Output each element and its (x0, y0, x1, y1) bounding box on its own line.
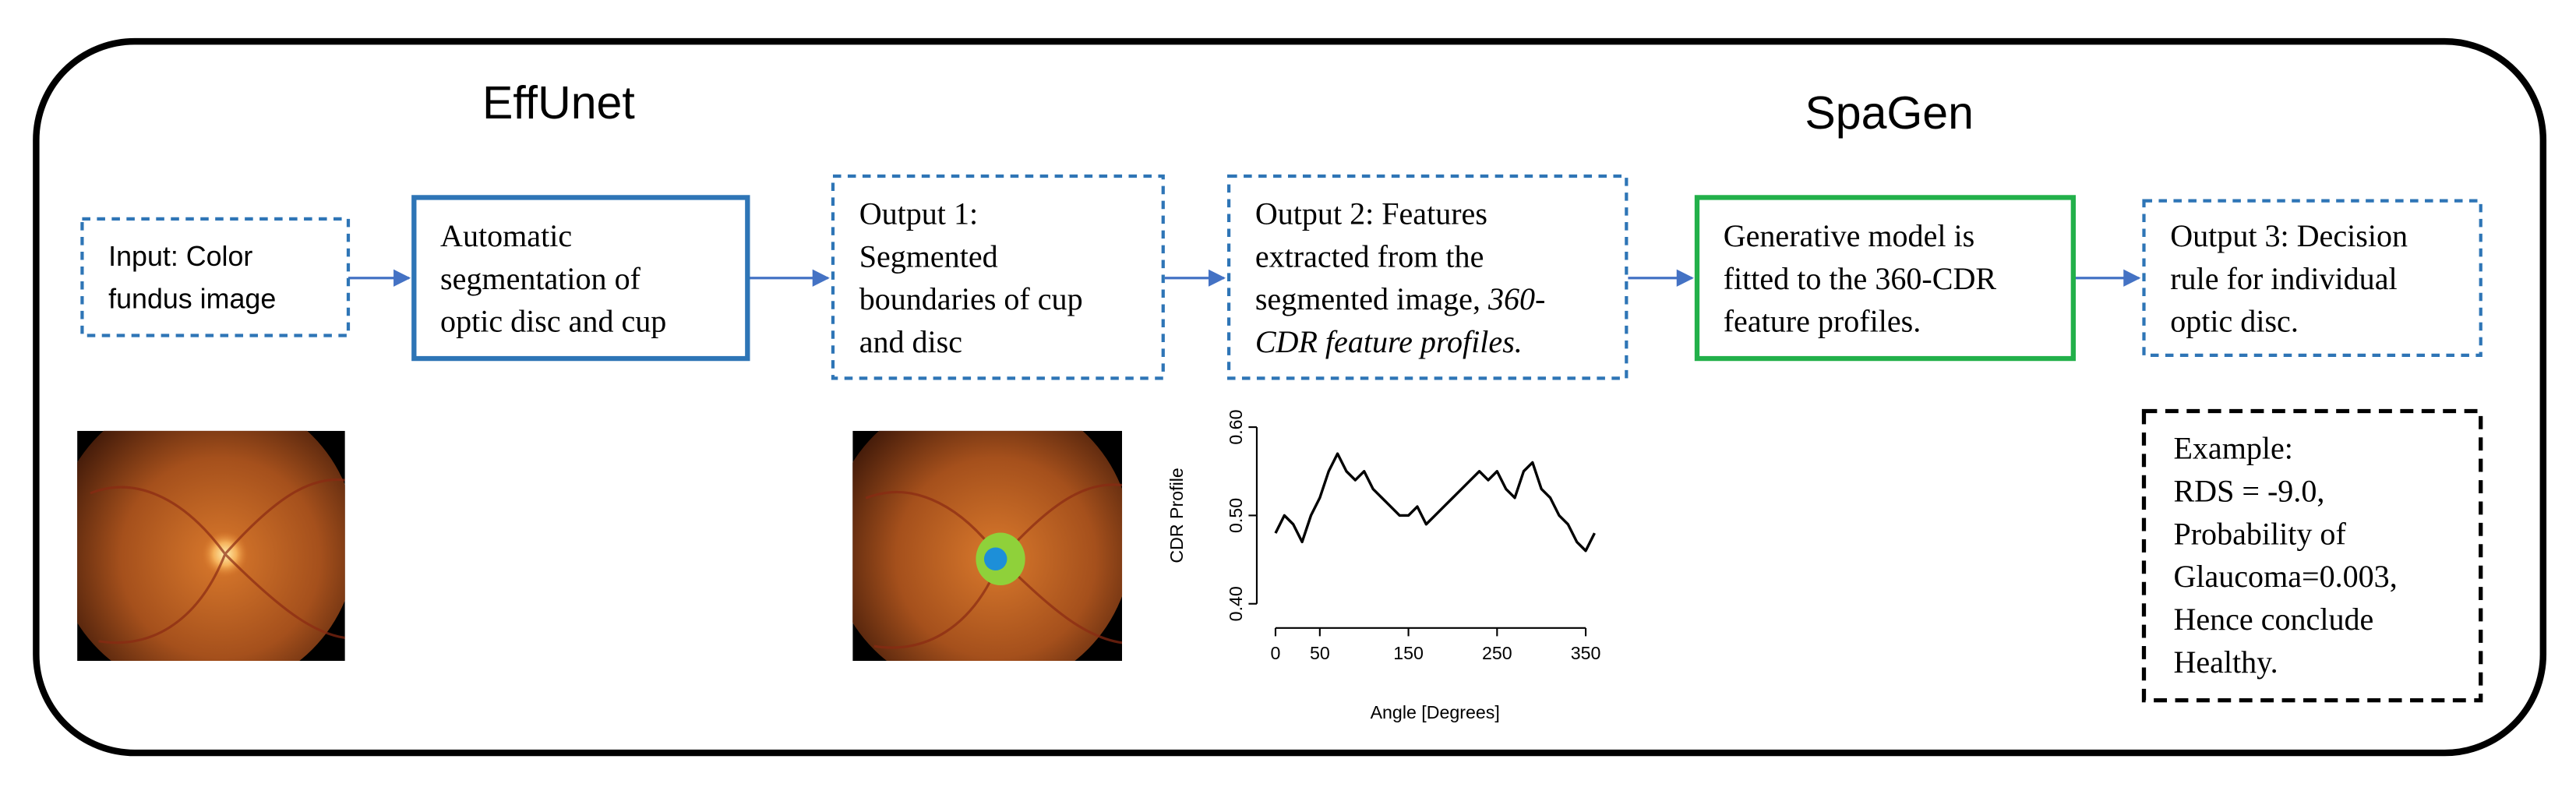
node-label-part: Output 3: Decision (2170, 218, 2408, 253)
node-label: Input: Color (108, 241, 252, 272)
node-label: boundaries of cup (859, 281, 1083, 316)
node-box (831, 174, 1165, 380)
node-label: Output 3: Decision (2170, 218, 2408, 253)
node-box (1694, 195, 2076, 362)
node-label-italic: 360- (1487, 281, 1545, 316)
example-line: Probability of (2173, 516, 2346, 551)
node-label-part: segmentation of (440, 261, 641, 296)
node-label-part: Generative model is (1724, 218, 1975, 253)
example-line: RDS = -9.0, (2173, 473, 2324, 508)
y-tick-label: 0.40 (1226, 586, 1246, 621)
example-line: Example: (2173, 431, 2292, 466)
node-label-part: fitted to the 360-CDR (1724, 261, 1997, 296)
node-label-part: optic disc and cup (440, 304, 666, 339)
node-label: rule for individual (2170, 261, 2397, 296)
node-label: segmentation of (440, 261, 641, 296)
node-label: feature profiles. (1724, 304, 1921, 339)
node-label: optic disc and cup (440, 304, 666, 339)
node-label-part: rule for individual (2170, 261, 2397, 296)
node-label-part: Output 2: Features (1255, 196, 1487, 231)
node-label: optic disc. (2170, 304, 2299, 339)
y-tick-label: 0.60 (1226, 410, 1246, 445)
node-label-italic: CDR feature profiles. (1255, 324, 1523, 359)
x-tick-label: 0 (1271, 643, 1281, 663)
cdr-chart: 0 50 150 250 350 0.40 0.50 0.60 Angle [Degrees] C… (1166, 410, 1600, 722)
node-label: Output 1: (859, 196, 978, 231)
node-label: fundus image (108, 284, 276, 315)
node-label-part: segmented image, (1255, 281, 1480, 316)
x-axis-title: Angle [Degrees] (1371, 702, 1500, 722)
node-label-part: optic disc. (2170, 304, 2299, 339)
node-box (80, 217, 351, 337)
section-title: EffUnet (482, 77, 635, 129)
nodes: Input: Color fundus image Automatic segment… (80, 174, 2483, 703)
x-tick-label: 50 (1310, 643, 1330, 663)
x-tick-label: 350 (1571, 643, 1601, 663)
node-label: Automatic (440, 218, 572, 253)
node-label: extracted from the (1255, 238, 1484, 274)
y-tick-label: 0.50 (1226, 498, 1246, 533)
node-label-part: extracted from the (1255, 238, 1484, 274)
x-tick-label: 150 (1393, 643, 1424, 663)
example-line: Healthy. (2173, 644, 2278, 680)
cdr-line (1274, 452, 1596, 553)
node-label: and disc (859, 324, 962, 359)
outer-frame (33, 37, 2547, 757)
example-line: Hence conclude (2173, 602, 2373, 637)
section-title: SpaGen (1805, 87, 1974, 139)
node-label-part: and disc (859, 324, 962, 359)
segmented-image (852, 430, 1123, 662)
node-label-part: feature profiles. (1724, 304, 1921, 339)
node-label: fitted to the 360-CDR (1724, 261, 1997, 296)
node-box (2142, 199, 2482, 357)
y-axis-title: CDR Profile (1166, 468, 1187, 563)
node-box (411, 195, 750, 362)
node-label-part: Automatic (440, 218, 572, 253)
node-label: segmented image, 360- (1255, 281, 1546, 316)
node-label-part: Output 1: (859, 196, 978, 231)
fundus-image (77, 430, 345, 662)
x-tick-label: 250 (1482, 643, 1512, 663)
node-label: Output 2: Features (1255, 196, 1487, 231)
node-label-part: boundaries of cup (859, 281, 1083, 316)
example-box (2141, 408, 2483, 703)
node-label-part: Input: Color (108, 241, 252, 272)
node-label: Generative model is (1724, 218, 1975, 253)
node-label-part: Segmented (859, 238, 998, 274)
node-box (1226, 174, 1629, 380)
node-label-part: fundus image (108, 284, 276, 315)
example-line: Glaucoma=0.003, (2173, 559, 2397, 594)
node-label: Segmented (859, 238, 998, 274)
